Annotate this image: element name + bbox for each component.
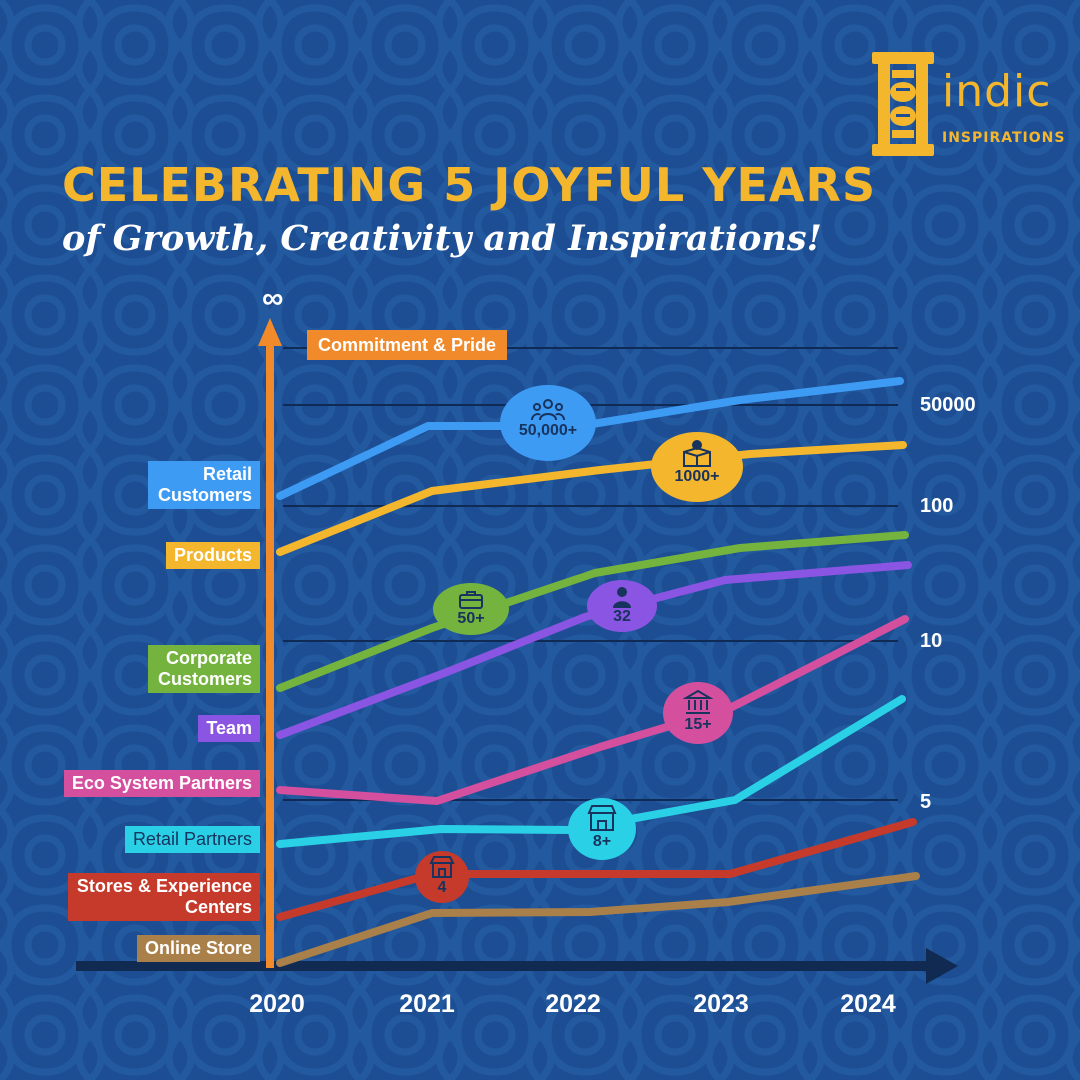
pillar-logo-icon xyxy=(872,52,934,156)
logo-wordmark: indic xyxy=(942,66,1052,117)
y-axis-top-label: Commitment & Pride xyxy=(307,330,508,360)
x-axis xyxy=(76,948,958,984)
series-line-online-store xyxy=(276,872,920,967)
series-label-stores-experience-centers: Stores & Experience Centers xyxy=(68,873,260,921)
badge-retail-partners: 8+ xyxy=(568,798,636,860)
series-label-team: Team xyxy=(198,715,260,742)
badge-products: 1000+ xyxy=(651,432,743,502)
x-tick-label-2021: 2021 xyxy=(399,990,455,1018)
x-tick-label-2022: 2022 xyxy=(545,990,601,1018)
badge-team: 32 xyxy=(587,580,657,632)
y-axis-arrow-icon xyxy=(258,318,282,346)
badge-retail-customers: 50,000+ xyxy=(500,385,596,461)
x-tick-label-2020: 2020 xyxy=(249,990,305,1018)
series-label-retail-partners: Retail Partners xyxy=(124,826,260,853)
new-box-icon xyxy=(683,440,711,467)
badge-value-eco-system-partners: 15+ xyxy=(684,716,712,733)
page-subtitle: of Growth, Creativity and Inspirations! xyxy=(62,218,822,259)
x-tick-label-2024: 2024 xyxy=(840,990,896,1018)
y-tick-label-10: 10 xyxy=(920,630,943,652)
x-tick-label-2023: 2023 xyxy=(693,990,749,1018)
briefcase-icon xyxy=(459,591,483,609)
series-label-eco-system-partners: Eco System Partners xyxy=(63,770,260,797)
bank-icon xyxy=(683,689,713,714)
badge-corporate-customers: 50+ xyxy=(433,583,509,635)
y-axis-infinity-symbol: ∞ xyxy=(262,282,284,315)
people-icon xyxy=(531,399,565,421)
series-label-corporate-customers: Corporate Customers xyxy=(148,645,260,693)
badge-stores-experience-centers: 4 xyxy=(415,851,469,903)
badge-value-retail-partners: 8+ xyxy=(592,833,612,850)
storefront-icon xyxy=(587,805,617,831)
x-axis-arrow-icon xyxy=(926,948,958,984)
series-label-retail-customers: Retail Customers xyxy=(148,461,260,509)
badge-value-corporate-customers: 50+ xyxy=(457,610,485,627)
store-icon xyxy=(429,856,455,878)
badge-value-retail-customers: 50,000+ xyxy=(518,422,578,439)
series-line-team xyxy=(276,561,912,739)
badge-value-products: 1000+ xyxy=(674,468,720,485)
series-label-products: Products xyxy=(165,542,260,569)
y-axis xyxy=(258,318,282,968)
logo-tagline: INSPIRATIONS xyxy=(942,130,1066,146)
person-icon xyxy=(613,587,631,608)
badge-value-stores-experience-centers: 4 xyxy=(437,879,447,896)
series-line-stores-experience-centers xyxy=(276,818,917,921)
series-label-online-store: Online Store xyxy=(136,935,260,962)
page-title: CELEBRATING 5 JOYFUL YEARS xyxy=(62,158,877,212)
series-line-corporate-customers xyxy=(276,531,909,692)
y-tick-label-5: 5 xyxy=(920,791,932,813)
series-line-products xyxy=(276,441,907,556)
y-tick-label-100: 100 xyxy=(920,495,954,517)
brand-logo: indic INSPIRATIONS xyxy=(872,52,1064,162)
series-line-eco-system-partners xyxy=(276,615,909,805)
badge-value-team: 32 xyxy=(613,608,631,625)
y-tick-label-50000: 50000 xyxy=(920,394,976,416)
badge-eco-system-partners: 15+ xyxy=(663,682,733,744)
